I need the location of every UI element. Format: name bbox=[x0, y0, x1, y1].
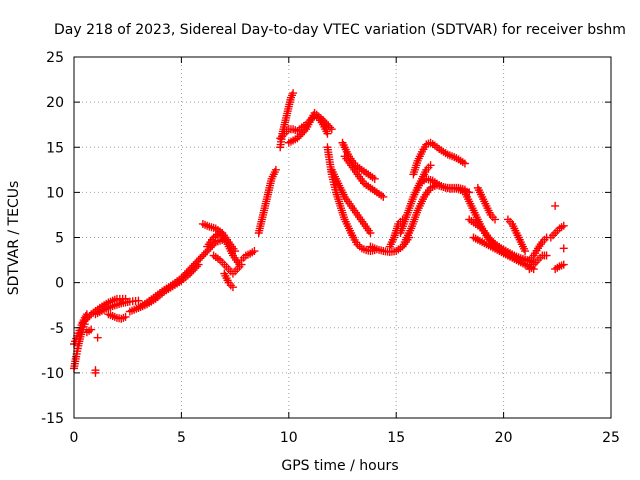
data-point bbox=[460, 159, 469, 168]
data-point bbox=[542, 251, 551, 260]
y-tick-labels: -15 -10 -5 0 5 10 15 20 25 bbox=[41, 50, 64, 427]
y-axis-title: SDTVAR / TECUs bbox=[6, 181, 22, 296]
data-point bbox=[198, 252, 207, 261]
data-point bbox=[323, 129, 332, 138]
data-point bbox=[319, 116, 328, 125]
y-tick-label: -5 bbox=[50, 321, 64, 337]
x-tick-label: 20 bbox=[495, 430, 513, 446]
data-point bbox=[191, 264, 200, 273]
data-point bbox=[187, 267, 196, 276]
data-point bbox=[93, 333, 102, 342]
data-point bbox=[366, 228, 375, 237]
data-point bbox=[300, 127, 309, 136]
data-point bbox=[289, 89, 298, 98]
y-tick-label: 15 bbox=[46, 140, 64, 156]
data-point bbox=[250, 247, 259, 256]
data-point bbox=[185, 269, 194, 278]
data-point bbox=[121, 312, 130, 321]
axis-ticks bbox=[73, 56, 612, 419]
x-tick-label: 5 bbox=[177, 430, 186, 446]
data-point bbox=[134, 296, 143, 305]
data-point bbox=[293, 134, 302, 143]
data-point bbox=[559, 260, 568, 269]
x-tick-label: 15 bbox=[387, 430, 405, 446]
data-point bbox=[322, 119, 331, 128]
data-point bbox=[83, 313, 92, 322]
data-point bbox=[320, 117, 329, 126]
data-point bbox=[298, 128, 307, 137]
x-tick-label: 10 bbox=[280, 430, 298, 446]
x-tick-label: 25 bbox=[602, 430, 620, 446]
y-tick-label: 25 bbox=[46, 50, 64, 66]
data-point bbox=[82, 315, 91, 324]
x-tick-labels: 0 5 10 15 20 25 bbox=[70, 430, 620, 446]
data-points bbox=[70, 89, 568, 377]
data-point bbox=[379, 192, 388, 201]
data-point bbox=[80, 317, 89, 326]
y-tick-label: -10 bbox=[41, 366, 64, 382]
data-point bbox=[551, 201, 560, 210]
data-point bbox=[559, 244, 568, 253]
data-point bbox=[228, 283, 237, 292]
y-tick-label: -15 bbox=[41, 411, 64, 427]
data-point bbox=[189, 265, 198, 274]
data-point bbox=[78, 319, 87, 328]
data-point bbox=[199, 250, 208, 259]
chart-title: Day 218 of 2023, Sidereal Day-to-day VTE… bbox=[54, 22, 626, 38]
data-point bbox=[271, 165, 280, 174]
data-point bbox=[426, 161, 435, 170]
data-point bbox=[326, 123, 335, 132]
data-point bbox=[327, 125, 336, 134]
data-point bbox=[296, 130, 305, 139]
data-point bbox=[521, 247, 530, 256]
data-point bbox=[192, 262, 201, 271]
x-tick-label: 0 bbox=[70, 430, 79, 446]
data-point bbox=[196, 254, 205, 263]
data-point bbox=[91, 368, 100, 377]
y-tick-label: 10 bbox=[46, 185, 64, 201]
data-point bbox=[324, 121, 333, 130]
data-point bbox=[85, 312, 94, 321]
y-tick-label: 20 bbox=[46, 95, 64, 111]
data-point bbox=[194, 260, 203, 269]
data-point bbox=[87, 325, 96, 334]
data-point bbox=[370, 174, 379, 183]
data-point bbox=[559, 221, 568, 230]
y-tick-label: 5 bbox=[55, 231, 64, 247]
y-tick-label: 0 bbox=[55, 276, 64, 292]
data-point bbox=[398, 215, 407, 224]
x-axis-title: GPS time / hours bbox=[281, 458, 398, 474]
data-point bbox=[295, 132, 304, 141]
data-point bbox=[201, 248, 210, 257]
data-point bbox=[491, 215, 500, 224]
